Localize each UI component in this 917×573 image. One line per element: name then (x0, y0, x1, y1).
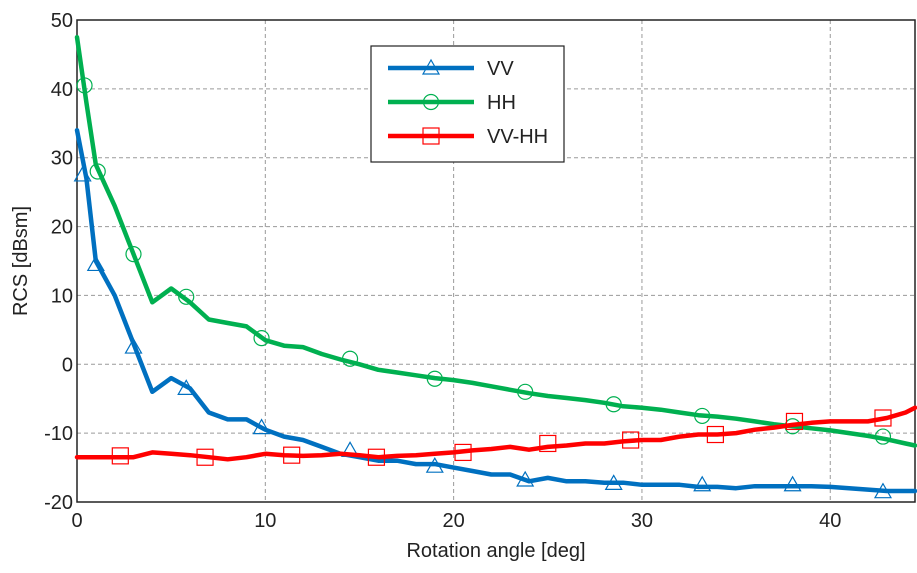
series-vv-hh (74, 405, 917, 466)
marker-vv-hh (454, 443, 472, 462)
series-vv (73, 127, 917, 499)
marker-vv (516, 470, 535, 487)
marker-vv (86, 255, 105, 272)
marker-vv-hh (539, 434, 557, 453)
series-layer (73, 34, 917, 499)
marker-hh (605, 396, 622, 413)
x-tick-label: 40 (819, 510, 841, 532)
marker-vv (604, 474, 623, 491)
marker-hh (517, 383, 534, 400)
y-tick-label: 40 (51, 79, 73, 101)
series-line-vv (74, 127, 917, 494)
y-axis-label: RCS [dBsm] (10, 206, 32, 316)
legend-marker-vv (421, 58, 441, 75)
marker-vv (873, 482, 893, 499)
legend-label-hh: HH (487, 92, 516, 114)
marker-hh (89, 163, 106, 180)
y-tick-label: -20 (44, 492, 73, 514)
marker-vv-hh (706, 425, 724, 444)
marker-vv-hh (111, 447, 129, 465)
marker-vv-hh (283, 446, 301, 464)
x-axis-label: Rotation angle [deg] (406, 540, 585, 562)
marker-hh (341, 350, 359, 367)
x-tick-label: 10 (254, 510, 276, 532)
plot-frame (76, 19, 916, 503)
legend: VV HH VV-HH (370, 45, 565, 163)
marker-vv (177, 379, 196, 395)
y-tick-label: 10 (51, 285, 73, 307)
y-tick-label: 0 (62, 354, 73, 376)
marker-vv-hh (874, 409, 892, 427)
marker-vv (124, 337, 143, 354)
marker-hh (426, 370, 443, 387)
x-tick-label: 30 (631, 510, 653, 532)
legend-label-vv-hh: VV-HH (487, 126, 548, 148)
marker-hh (874, 428, 892, 445)
legend-item-hh: HH (388, 92, 516, 114)
x-tick-label: 20 (443, 510, 465, 532)
legend-item-vv-hh: VV-HH (388, 126, 548, 148)
marker-vv (252, 418, 271, 435)
legend-marker-vv-hh (422, 127, 440, 145)
marker-hh (253, 330, 270, 347)
marker-vv (783, 475, 802, 492)
y-tick-label: -10 (44, 423, 73, 445)
x-tick-label: 0 (71, 510, 82, 532)
marker-hh (694, 407, 711, 425)
marker-hh (125, 246, 142, 263)
marker-vv-hh (622, 431, 640, 449)
y-tick-label: 50 (51, 10, 73, 32)
marker-hh (178, 288, 195, 305)
legend-label-vv: VV (487, 58, 514, 80)
marker-vv (425, 456, 444, 473)
marker-vv-hh (785, 412, 804, 431)
marker-vv-hh (196, 448, 214, 466)
marker-vv-hh (367, 448, 386, 466)
y-tick-label: 20 (51, 217, 73, 239)
marker-hh (76, 77, 93, 94)
marker-vv (693, 475, 712, 492)
series-line-vv-hh (74, 405, 917, 462)
tick-layer: 0 10 20 30 40 -20 -10 0 10 20 30 40 50 (44, 10, 841, 532)
legend-entries: VV HH VV-HH (388, 58, 548, 148)
legend-item-vv: VV (388, 58, 514, 80)
y-tick-label: 30 (51, 148, 73, 170)
marker-vv (73, 165, 92, 182)
legend-marker-hh (422, 93, 440, 111)
